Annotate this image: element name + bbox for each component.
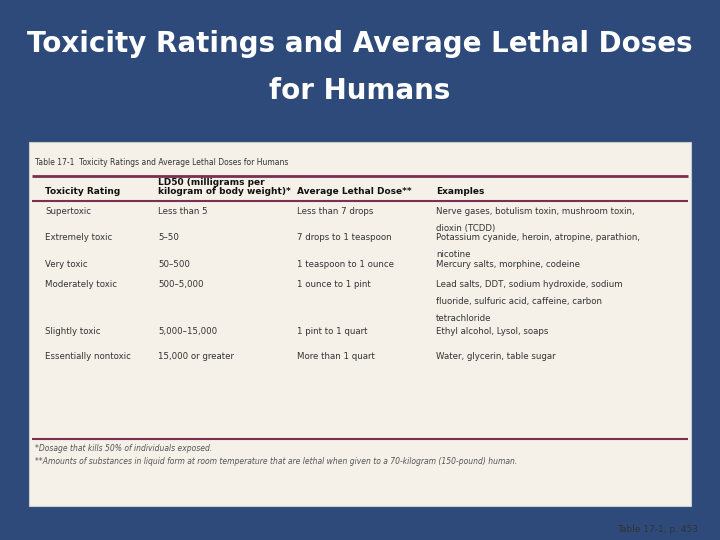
Text: Supertoxic: Supertoxic <box>45 207 91 216</box>
Text: **Amounts of substances in liquid form at room temperature that are lethal when : **Amounts of substances in liquid form a… <box>35 457 518 466</box>
Text: Average Lethal Dose**: Average Lethal Dose** <box>297 187 412 197</box>
Text: 1 ounce to 1 pint: 1 ounce to 1 pint <box>297 280 371 289</box>
Text: More than 1 quart: More than 1 quart <box>297 352 375 361</box>
Text: Examples: Examples <box>436 187 485 197</box>
Text: 50–500: 50–500 <box>158 260 190 268</box>
Text: for Humans: for Humans <box>269 77 451 105</box>
Text: Ethyl alcohol, Lysol, soaps: Ethyl alcohol, Lysol, soaps <box>436 327 549 336</box>
Text: Moderately toxic: Moderately toxic <box>45 280 117 289</box>
Text: tetrachloride: tetrachloride <box>436 314 492 323</box>
Text: Water, glycerin, table sugar: Water, glycerin, table sugar <box>436 352 556 361</box>
Text: Potassium cyanide, heroin, atropine, parathion,: Potassium cyanide, heroin, atropine, par… <box>436 233 640 242</box>
Text: 1 pint to 1 quart: 1 pint to 1 quart <box>297 327 368 336</box>
Text: kilogram of body weight)*: kilogram of body weight)* <box>158 187 291 197</box>
Text: Lead salts, DDT, sodium hydroxide, sodium: Lead salts, DDT, sodium hydroxide, sodiu… <box>436 280 623 289</box>
FancyBboxPatch shape <box>29 141 691 506</box>
Text: dioxin (TCDD): dioxin (TCDD) <box>436 224 495 233</box>
Text: Extremely toxic: Extremely toxic <box>45 233 112 242</box>
Text: 7 drops to 1 teaspoon: 7 drops to 1 teaspoon <box>297 233 392 242</box>
Text: 500–5,000: 500–5,000 <box>158 280 204 289</box>
Text: Table 17-1, p. 453: Table 17-1, p. 453 <box>618 524 698 534</box>
Text: Table 17-1  Toxicity Ratings and Average Lethal Doses for Humans: Table 17-1 Toxicity Ratings and Average … <box>35 158 289 167</box>
Text: Nerve gases, botulism toxin, mushroom toxin,: Nerve gases, botulism toxin, mushroom to… <box>436 207 635 216</box>
Text: LD50 (milligrams per: LD50 (milligrams per <box>158 178 264 187</box>
Text: Mercury salts, morphine, codeine: Mercury salts, morphine, codeine <box>436 260 580 268</box>
Text: 5,000–15,000: 5,000–15,000 <box>158 327 217 336</box>
Text: Less than 7 drops: Less than 7 drops <box>297 207 374 216</box>
Text: 1 teaspoon to 1 ounce: 1 teaspoon to 1 ounce <box>297 260 394 268</box>
Text: 5–50: 5–50 <box>158 233 179 242</box>
Text: 15,000 or greater: 15,000 or greater <box>158 352 234 361</box>
Text: nicotine: nicotine <box>436 251 471 259</box>
Text: Slightly toxic: Slightly toxic <box>45 327 101 336</box>
Text: Toxicity Rating: Toxicity Rating <box>45 187 121 197</box>
Text: fluoride, sulfuric acid, caffeine, carbon: fluoride, sulfuric acid, caffeine, carbo… <box>436 297 602 306</box>
Text: Essentially nontoxic: Essentially nontoxic <box>45 352 131 361</box>
Text: Very toxic: Very toxic <box>45 260 88 268</box>
Text: Less than 5: Less than 5 <box>158 207 207 216</box>
Text: Toxicity Ratings and Average Lethal Doses: Toxicity Ratings and Average Lethal Dose… <box>27 30 693 58</box>
Text: *Dosage that kills 50% of individuals exposed.: *Dosage that kills 50% of individuals ex… <box>35 444 212 453</box>
